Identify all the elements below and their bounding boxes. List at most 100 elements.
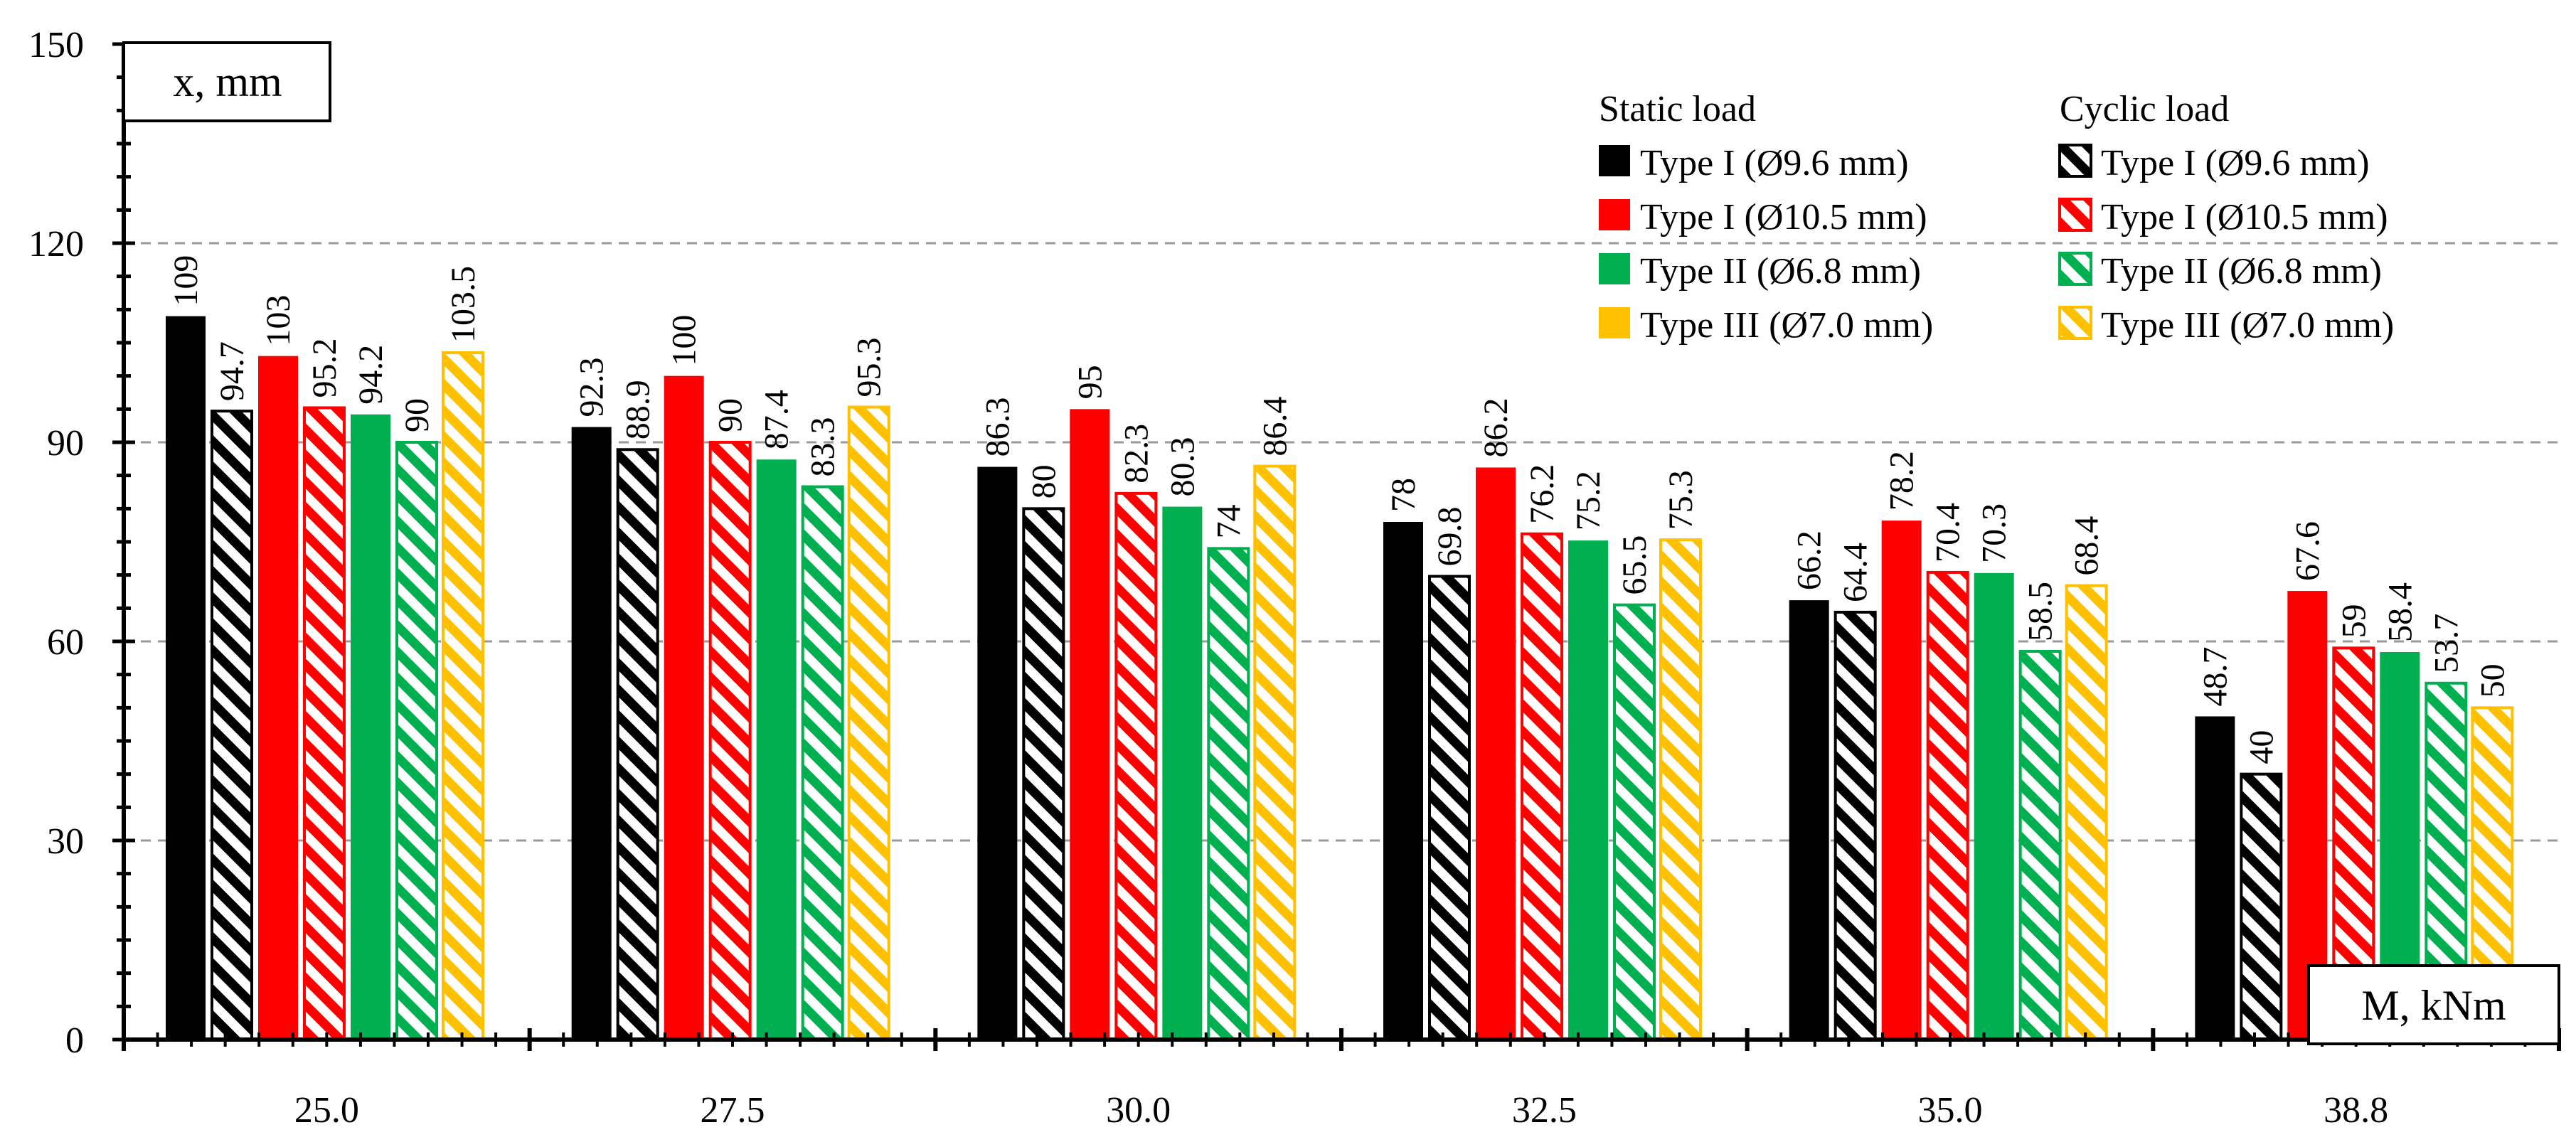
legend-swatch (1599, 199, 1630, 230)
bar (351, 414, 390, 1040)
y-axis-title: x, mm (173, 58, 282, 105)
bar-value-label: 50 (2474, 663, 2511, 698)
x-axis-title: M, kNm (2361, 982, 2506, 1029)
legend-swatch (1599, 253, 1630, 284)
x-tick-label: 38.8 (2324, 1090, 2388, 1131)
bar (1162, 506, 1203, 1040)
bar (211, 410, 253, 1041)
legend-swatch (2058, 252, 2092, 286)
x-tick-label: 32.5 (1512, 1090, 1577, 1131)
legend-swatch (2058, 198, 2092, 232)
bar (1521, 532, 1563, 1041)
bar-value-label: 82.3 (1117, 424, 1155, 484)
y-axis-title-box (122, 41, 331, 122)
bar (708, 441, 752, 1041)
bar (664, 375, 704, 1040)
bar-value-label: 40 (2242, 730, 2280, 764)
bar (1207, 547, 1250, 1041)
legend-swatch (1599, 307, 1630, 338)
bar-value-label: 48.7 (2196, 646, 2234, 706)
bar-value-label: 88.9 (619, 380, 657, 439)
bar-value-label: 103 (260, 295, 297, 346)
bar (977, 466, 1018, 1040)
bar (847, 405, 890, 1041)
legend-entry-label: Type I (Ø10.5 mm) (2101, 197, 2388, 237)
bar-value-label: 69.8 (1431, 507, 1469, 567)
legend-entry-label: Type III (Ø7.0 mm) (1640, 305, 1933, 346)
x-tick-label: 35.0 (1918, 1090, 1983, 1131)
bar (442, 351, 484, 1041)
y-tick-label: 0 (65, 1020, 84, 1061)
bar-value-label: 78.2 (1883, 451, 1921, 511)
legend-entry-label: Type I (Ø9.6 mm) (1640, 143, 1909, 183)
legend-entry-label: Type I (Ø9.6 mm) (2101, 143, 2370, 183)
bar (1070, 409, 1110, 1040)
bar (1022, 507, 1065, 1041)
y-tick-label: 150 (28, 25, 84, 65)
bar-value-label: 95 (1071, 365, 1109, 399)
bar (1114, 491, 1158, 1041)
bar-value-label: 86.2 (1477, 397, 1515, 457)
bar (1613, 603, 1656, 1041)
bar-value-label: 53.7 (2427, 614, 2465, 673)
bars (166, 316, 2514, 1041)
legend-entry-label: Type I (Ø10.5 mm) (1640, 197, 1927, 237)
bar-value-label: 100 (666, 315, 703, 366)
bar-value-label: 70.3 (1976, 503, 2013, 563)
bar-value-label: 95.2 (306, 338, 344, 397)
bar-value-label: 80 (1025, 464, 1063, 498)
bar-value-label: 68.4 (2068, 516, 2106, 576)
bar-value-label: 64.4 (1837, 543, 1875, 602)
grid-lines (124, 242, 2559, 842)
bar-value-label: 95.3 (851, 338, 888, 397)
bar-value-label: 90 (712, 398, 750, 432)
bar-value-label: 109 (167, 255, 205, 306)
bar-value-label: 86.3 (979, 397, 1016, 457)
bar (2195, 716, 2235, 1040)
bar (2240, 772, 2283, 1041)
legend-entry-label: Type II (Ø6.8 mm) (1640, 251, 1921, 292)
bar-value-label: 103.5 (445, 266, 482, 343)
legend-group-title: Cyclic load (2060, 89, 2229, 129)
bar (2065, 584, 2108, 1041)
bar (1476, 467, 1516, 1040)
bar-value-label: 75.2 (1570, 471, 1607, 530)
y-tick-label: 120 (28, 224, 84, 265)
y-tick-label: 60 (47, 622, 84, 663)
bar-value-label: 58.5 (2022, 582, 2060, 641)
bar (395, 441, 438, 1041)
bar (616, 448, 659, 1041)
bar (303, 406, 346, 1041)
bar-value-label: 66.2 (1791, 530, 1829, 590)
bar-value-label: 75.3 (1662, 470, 1700, 530)
bar-value-label: 94.2 (352, 345, 390, 405)
x-tick-label: 30.0 (1106, 1090, 1171, 1131)
x-tick-label: 27.5 (701, 1090, 765, 1131)
bar (1253, 464, 1297, 1041)
bar (1789, 600, 1829, 1040)
bar (258, 356, 298, 1040)
bar-value-label: 78 (1385, 478, 1422, 512)
bar-value-label: 70.4 (1930, 503, 1967, 562)
bar-value-label: 76.2 (1523, 464, 1561, 524)
bar (2018, 650, 2062, 1041)
bar-value-label: 58.4 (2381, 582, 2419, 642)
bar (756, 459, 797, 1040)
bar (166, 316, 206, 1040)
bar (1926, 570, 1969, 1041)
bar-value-label: 59 (2335, 604, 2373, 638)
bar (801, 485, 844, 1041)
legend-swatch (2058, 144, 2092, 178)
legend-swatch (2058, 306, 2092, 340)
x-tick-label: 25.0 (294, 1090, 359, 1131)
legend-group-title: Static load (1599, 89, 1756, 129)
bar-value-label: 65.5 (1616, 535, 1654, 595)
bar-value-label: 80.3 (1164, 437, 1201, 497)
legend-entry-label: Type II (Ø6.8 mm) (2101, 251, 2382, 292)
x-axis-title-box (2307, 964, 2560, 1045)
bar (571, 427, 612, 1040)
y-tick-label: 90 (47, 423, 84, 464)
bar-value-label: 74 (1210, 504, 1247, 538)
